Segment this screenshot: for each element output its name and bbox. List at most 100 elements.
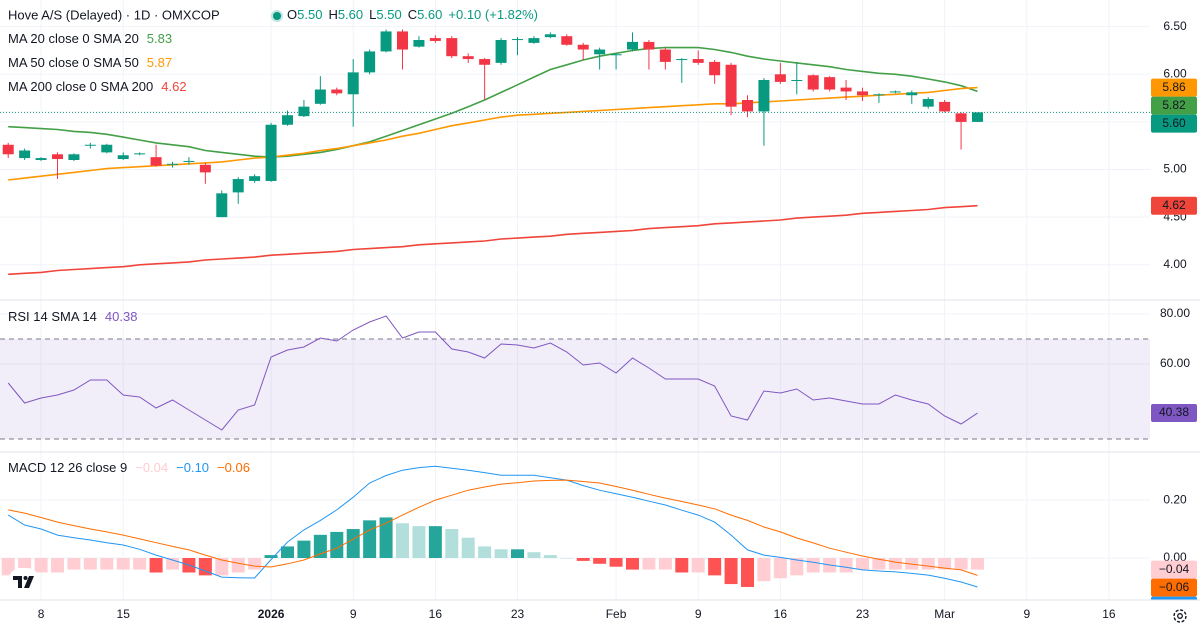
histogram-bar bbox=[248, 558, 262, 570]
candle-body bbox=[52, 154, 63, 160]
candle-body bbox=[364, 51, 376, 73]
candle-body bbox=[84, 144, 96, 146]
x-tick-label: 2026 bbox=[258, 607, 285, 621]
histogram-bar bbox=[34, 558, 48, 573]
moving-average-line bbox=[8, 86, 978, 181]
histogram-bar bbox=[543, 555, 557, 559]
candle-body bbox=[479, 59, 491, 65]
price-tag-label: 4.62 bbox=[1162, 198, 1186, 212]
histogram-bar bbox=[330, 531, 344, 559]
candle-body bbox=[298, 106, 310, 117]
legend-value: 5.87 bbox=[147, 55, 172, 70]
candle-body bbox=[906, 92, 918, 96]
candle-body bbox=[774, 74, 786, 82]
ohlc-value: 5.60 bbox=[338, 7, 363, 22]
candle-body bbox=[692, 59, 704, 63]
candle-body bbox=[413, 40, 425, 47]
gear-outer bbox=[1173, 609, 1187, 623]
candle-body bbox=[68, 154, 80, 160]
histogram-bar bbox=[560, 558, 574, 559]
price-tag-label: 5.82 bbox=[1162, 98, 1186, 112]
candle-body bbox=[955, 113, 967, 122]
x-tick-label: 16 bbox=[429, 607, 443, 621]
price-tag-label: −0.04 bbox=[1159, 562, 1190, 576]
legend-value: −0.06 bbox=[217, 460, 250, 475]
histogram-bar bbox=[593, 558, 607, 564]
legend-row: MACD 12 26 close 9 −0.04 −0.10 −0.06 bbox=[8, 460, 250, 475]
x-tick-label: Feb bbox=[606, 607, 627, 621]
histogram-bar bbox=[215, 558, 229, 576]
histogram-bar bbox=[116, 558, 130, 570]
ohlc-label: L bbox=[369, 7, 376, 22]
candle-body bbox=[232, 179, 244, 193]
histogram-bar bbox=[888, 558, 902, 570]
histogram-bar bbox=[396, 523, 409, 559]
candle-body bbox=[249, 176, 261, 181]
candle-body bbox=[462, 56, 474, 60]
price-tag bbox=[1151, 578, 1197, 597]
change: +0.10 (+1.82%) bbox=[448, 7, 538, 22]
candle-body bbox=[577, 44, 589, 50]
histogram-bar bbox=[198, 558, 212, 576]
candle-body bbox=[922, 99, 934, 107]
price-tag bbox=[1151, 78, 1197, 97]
histogram-bar bbox=[938, 558, 952, 570]
x-tick-label: Mar bbox=[934, 607, 955, 621]
histogram-bar bbox=[642, 558, 656, 570]
histogram-bar bbox=[428, 526, 442, 559]
candle-body bbox=[134, 153, 146, 155]
y-tick-label: 5.00 bbox=[1163, 162, 1187, 176]
legend-name: MA 50 close 0 SMA 50 bbox=[8, 55, 139, 70]
candle-body bbox=[528, 38, 540, 43]
x-tick-label: 15 bbox=[117, 607, 131, 621]
histogram-bar bbox=[658, 558, 672, 570]
x-tick-label: 9 bbox=[1023, 607, 1030, 621]
histogram-bar bbox=[445, 529, 459, 559]
candle-body bbox=[840, 87, 852, 92]
candle-body bbox=[117, 155, 129, 160]
candle-body bbox=[972, 112, 983, 122]
histogram-bar bbox=[1, 558, 15, 576]
legend-value: 4.62 bbox=[161, 79, 186, 94]
candle-body bbox=[725, 64, 737, 107]
candle-body bbox=[331, 89, 343, 94]
candle-body bbox=[544, 34, 556, 38]
y-tick-label: 6.00 bbox=[1163, 66, 1187, 80]
logo-shape bbox=[24, 576, 34, 588]
x-axis-band bbox=[0, 600, 1200, 630]
x-tick-label: 23 bbox=[511, 607, 525, 621]
histogram-bar bbox=[100, 558, 114, 570]
price-tag-label: 40.38 bbox=[1159, 405, 1189, 419]
candle-body bbox=[19, 150, 31, 159]
macd-line bbox=[7, 465, 978, 588]
histogram-bar bbox=[856, 558, 869, 570]
histogram-bar bbox=[379, 517, 393, 559]
logo-shape bbox=[13, 576, 22, 588]
settings-button[interactable] bbox=[1173, 609, 1187, 623]
candle-body bbox=[873, 94, 885, 96]
candle-body bbox=[643, 41, 655, 50]
chart-title: Hove A/S (Delayed) · 1D · OMXCOP bbox=[8, 7, 220, 22]
logo-shape bbox=[23, 576, 28, 580]
candle-body bbox=[380, 31, 392, 52]
candle-body bbox=[824, 77, 836, 90]
candle-body bbox=[676, 59, 688, 61]
tradingview-logo[interactable] bbox=[8, 568, 40, 594]
candle-body bbox=[627, 41, 638, 50]
candle-body bbox=[183, 160, 195, 162]
x-tick-label: 8 bbox=[38, 607, 45, 621]
candle-body bbox=[150, 157, 162, 166]
y-tick-label: 6.50 bbox=[1163, 19, 1187, 33]
legend-row: MA 200 close 0 SMA 200 4.62 bbox=[8, 79, 187, 94]
histogram-bar bbox=[83, 558, 97, 570]
histogram-bar bbox=[281, 546, 294, 559]
legend-value: 5.83 bbox=[147, 31, 172, 46]
histogram-bar bbox=[609, 558, 623, 567]
histogram-bar bbox=[806, 558, 820, 573]
histogram-bar bbox=[313, 534, 327, 559]
histogram-bar bbox=[133, 558, 147, 570]
histogram-bar bbox=[839, 558, 853, 573]
histogram-bar bbox=[67, 558, 81, 570]
rsi-line bbox=[7, 315, 978, 431]
